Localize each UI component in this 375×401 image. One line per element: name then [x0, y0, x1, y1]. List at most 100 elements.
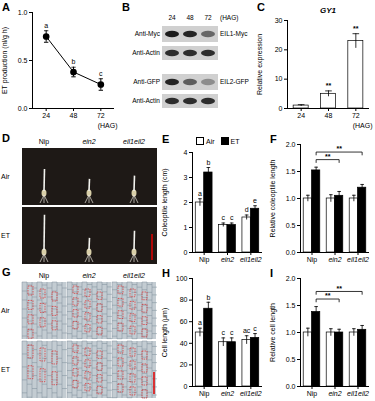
- svg-text:0.0: 0.0: [18, 105, 28, 112]
- svg-text:72: 72: [97, 112, 105, 119]
- svg-text:72: 72: [204, 14, 212, 21]
- svg-text:EIL1-Myc: EIL1-Myc: [220, 30, 248, 38]
- svg-text:Anti-Actin: Anti-Actin: [132, 97, 160, 104]
- svg-text:48: 48: [325, 112, 333, 119]
- svg-text:**: **: [325, 292, 331, 299]
- svg-text:1.5: 1.5: [286, 302, 296, 309]
- svg-text:Relative expression: Relative expression: [256, 34, 264, 95]
- svg-text:**: **: [325, 153, 331, 160]
- svg-text:24: 24: [168, 14, 176, 21]
- svg-text:Air: Air: [1, 307, 10, 314]
- svg-text:Anti-Actin: Anti-Actin: [132, 49, 160, 56]
- svg-text:c: c: [222, 329, 226, 336]
- svg-text:Nip: Nip: [39, 272, 50, 280]
- svg-text:Nip: Nip: [307, 390, 318, 398]
- svg-text:eil1eil2: eil1eil2: [240, 390, 262, 397]
- svg-text:0.5: 0.5: [286, 222, 296, 229]
- html-text:GY1: GY1: [320, 6, 336, 15]
- svg-text:2.0: 2.0: [286, 275, 296, 282]
- svg-text:60: 60: [180, 318, 188, 325]
- svg-text:1.0: 1.0: [286, 195, 296, 202]
- svg-text:Nip: Nip: [307, 256, 318, 264]
- html-text:A: A: [2, 1, 10, 13]
- svg-text:c: c: [230, 329, 234, 336]
- svg-text:eil1eil2: eil1eil2: [240, 256, 262, 263]
- svg-text:eil1eil2: eil1eil2: [123, 272, 145, 279]
- svg-text:c: c: [253, 325, 257, 332]
- svg-text:a: a: [44, 22, 48, 29]
- svg-text:20: 20: [275, 46, 283, 53]
- svg-text:0.0: 0.0: [286, 249, 296, 256]
- svg-text:**: **: [353, 25, 359, 32]
- svg-text:Cell length (μm): Cell length (μm): [161, 308, 169, 358]
- svg-text:4: 4: [184, 149, 188, 156]
- svg-text:eil1eil2: eil1eil2: [347, 256, 369, 263]
- svg-text:1.0: 1.0: [18, 9, 28, 16]
- svg-text:**: **: [336, 285, 342, 292]
- html-text:G: G: [2, 266, 11, 278]
- svg-text:20: 20: [180, 361, 188, 368]
- svg-text:Nip: Nip: [199, 256, 210, 264]
- svg-text:2.0: 2.0: [286, 141, 296, 148]
- html-text:E: E: [162, 133, 170, 145]
- svg-text:1.5: 1.5: [286, 168, 296, 175]
- html-text:C: C: [257, 1, 265, 13]
- svg-text:0.5: 0.5: [18, 57, 28, 64]
- svg-text:0.0: 0.0: [286, 383, 296, 390]
- svg-text:ET: ET: [1, 232, 11, 239]
- svg-text:ac: ac: [243, 327, 251, 334]
- svg-text:Anti-Myc: Anti-Myc: [135, 30, 161, 38]
- svg-text:Coleoptile length (cm): Coleoptile length (cm): [161, 168, 169, 236]
- svg-text:40: 40: [180, 340, 188, 347]
- svg-text:EIL2-GFP: EIL2-GFP: [220, 78, 249, 85]
- svg-text:(HAG): (HAG): [220, 14, 238, 22]
- svg-text:1.0: 1.0: [286, 329, 296, 336]
- svg-text:10: 10: [275, 75, 283, 82]
- svg-text:24: 24: [42, 112, 50, 119]
- svg-text:48: 48: [70, 112, 78, 119]
- svg-text:b: b: [72, 58, 76, 65]
- svg-text:1: 1: [184, 224, 188, 231]
- svg-text:Air: Air: [1, 173, 10, 180]
- svg-text:0: 0: [184, 249, 188, 256]
- svg-text:a: a: [198, 190, 202, 197]
- svg-text:c: c: [230, 214, 234, 221]
- svg-text:ein2: ein2: [328, 256, 341, 263]
- svg-text:a: a: [198, 319, 202, 326]
- svg-text:0.5: 0.5: [286, 356, 296, 363]
- svg-text:0: 0: [184, 383, 188, 390]
- svg-text:30: 30: [275, 17, 283, 24]
- svg-text:e: e: [253, 197, 257, 204]
- svg-text:(HAG): (HAG): [98, 122, 118, 130]
- svg-text:24: 24: [297, 112, 305, 119]
- svg-text:Nip: Nip: [39, 138, 50, 146]
- svg-text:ein2: ein2: [328, 390, 341, 397]
- svg-text:2: 2: [184, 199, 188, 206]
- svg-text:eil1eil2: eil1eil2: [123, 138, 145, 145]
- svg-text:ET: ET: [1, 366, 11, 373]
- svg-text:**: **: [336, 145, 342, 152]
- svg-text:ET production (nl/g h): ET production (nl/g h): [1, 27, 9, 94]
- svg-text:**: **: [326, 82, 332, 89]
- svg-text:0: 0: [279, 105, 283, 112]
- svg-text:Relative cell length: Relative cell length: [269, 303, 277, 362]
- svg-text:Nip: Nip: [199, 390, 210, 398]
- svg-text:(HAG): (HAG): [353, 122, 373, 130]
- svg-text:48: 48: [186, 14, 194, 21]
- svg-text:eil1eil2: eil1eil2: [347, 390, 369, 397]
- svg-text:b: b: [206, 159, 210, 166]
- svg-text:80: 80: [180, 296, 188, 303]
- svg-text:ein2: ein2: [82, 138, 95, 145]
- svg-text:ein2: ein2: [221, 256, 234, 263]
- svg-text:c: c: [99, 70, 103, 77]
- svg-text:Anti-GFP: Anti-GFP: [133, 78, 160, 85]
- svg-text:3: 3: [184, 174, 188, 181]
- svg-text:b: b: [206, 294, 210, 301]
- svg-text:d: d: [245, 206, 249, 213]
- svg-text:100: 100: [176, 275, 188, 282]
- svg-text:Relative coleoptile length: Relative coleoptile length: [269, 159, 277, 237]
- svg-text:c: c: [222, 214, 226, 221]
- svg-text:ein2: ein2: [82, 272, 95, 279]
- svg-text:72: 72: [352, 112, 360, 119]
- svg-text:ein2: ein2: [221, 390, 234, 397]
